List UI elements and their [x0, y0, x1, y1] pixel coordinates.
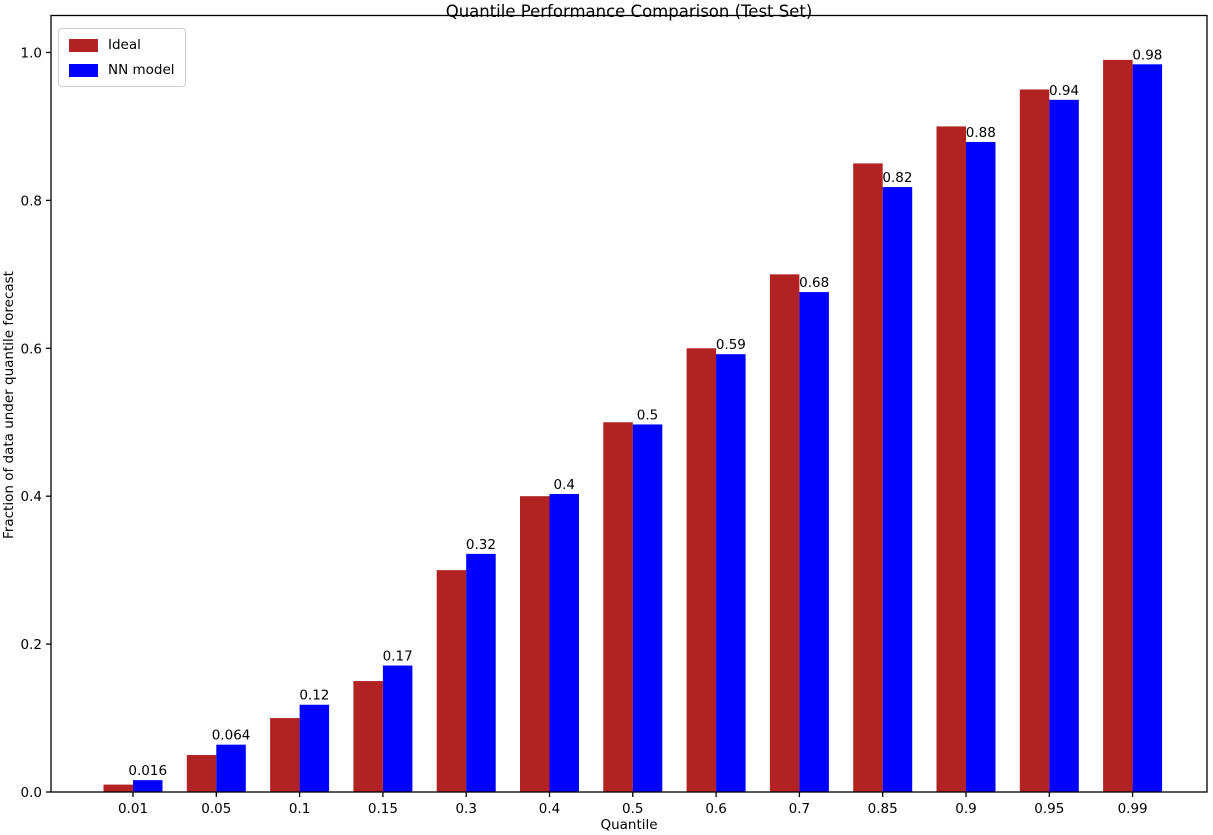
bar-value-label: 0.82	[882, 170, 912, 186]
bar-ideal	[853, 163, 883, 792]
bar-ideal	[186, 755, 217, 792]
nn-model-color-swatch	[69, 63, 98, 77]
bar-ideal	[103, 784, 133, 792]
legend-label-nn-model: NN model	[108, 62, 175, 78]
bar-value-label: 0.064	[212, 728, 251, 744]
bar-ideal	[1019, 89, 1050, 792]
y-tick-label: 0.4	[21, 489, 42, 505]
bar-value-label: 0.12	[299, 688, 329, 704]
x-tick-label: 0.85	[868, 801, 898, 817]
bar-ideal	[520, 496, 550, 792]
bar-nn-model	[133, 780, 163, 792]
bar-value-label: 0.94	[1049, 83, 1079, 99]
ideal-color-swatch	[69, 38, 98, 52]
bar-value-label: 0.59	[716, 337, 746, 353]
bar-value-label: 0.98	[1132, 47, 1162, 63]
bar-value-label: 0.88	[966, 125, 996, 141]
x-tick-label: 0.4	[539, 801, 560, 817]
x-tick-label: 0.6	[705, 801, 726, 817]
y-tick-label: 0.0	[21, 785, 42, 801]
x-tick-label: 0.3	[455, 801, 476, 817]
bar-nn-model	[966, 141, 996, 793]
x-tick-label: 0.95	[1034, 801, 1064, 817]
x-tick-label: 0.1	[289, 801, 310, 817]
x-tick-label: 0.9	[955, 801, 976, 817]
bar-nn-model	[716, 354, 746, 792]
axes-frame	[50, 14, 1208, 793]
bar-value-label: 0.4	[554, 477, 575, 493]
legend-item-nn-model: NN model	[69, 62, 175, 78]
y-tick-label: 0.6	[21, 341, 42, 357]
bar-ideal	[603, 422, 633, 792]
bar-nn-model	[299, 704, 330, 792]
y-axis-label: Fraction of data under quantile forecast	[1, 271, 17, 539]
legend: Ideal NN model	[58, 28, 186, 87]
bar-value-label: 0.17	[383, 649, 413, 665]
bar-nn-model	[382, 665, 413, 792]
bar-ideal	[936, 126, 966, 792]
y-tick-label: 1.0	[21, 45, 42, 61]
x-tick-label: 0.7	[789, 801, 810, 817]
bar-value-label: 0.016	[128, 763, 167, 779]
bar-nn-model	[549, 493, 579, 792]
bar-nn-model	[1132, 64, 1163, 792]
x-tick-label: 0.5	[622, 801, 643, 817]
bar-ideal	[436, 570, 467, 792]
bar-ideal	[686, 348, 717, 792]
x-tick-label: 0.01	[118, 801, 148, 817]
x-tick-label: 0.15	[368, 801, 398, 817]
bar-nn-model	[1049, 99, 1079, 792]
bar-nn-model	[466, 553, 496, 792]
bar-value-label: 0.5	[637, 407, 658, 423]
chart-title: Quantile Performance Comparison (Test Se…	[445, 2, 813, 21]
bar-nn-model	[882, 187, 913, 792]
bar-ideal	[769, 274, 800, 792]
x-tick-label: 0.99	[1118, 801, 1148, 817]
legend-label-ideal: Ideal	[108, 37, 141, 53]
bar-ideal	[353, 681, 383, 792]
x-tick-label: 0.05	[201, 801, 231, 817]
bar-value-label: 0.32	[466, 537, 496, 553]
bar-nn-model	[216, 744, 246, 792]
bar-value-label: 0.68	[799, 275, 829, 291]
bar-nn-model	[632, 424, 663, 792]
y-tick-label: 0.2	[21, 637, 42, 653]
bar-nn-model	[799, 292, 829, 792]
legend-item-ideal: Ideal	[69, 37, 175, 53]
bar-ideal	[1103, 59, 1133, 792]
bar-ideal	[270, 718, 300, 792]
x-axis-label: Quantile	[600, 817, 658, 833]
y-tick-label: 0.8	[21, 193, 42, 209]
